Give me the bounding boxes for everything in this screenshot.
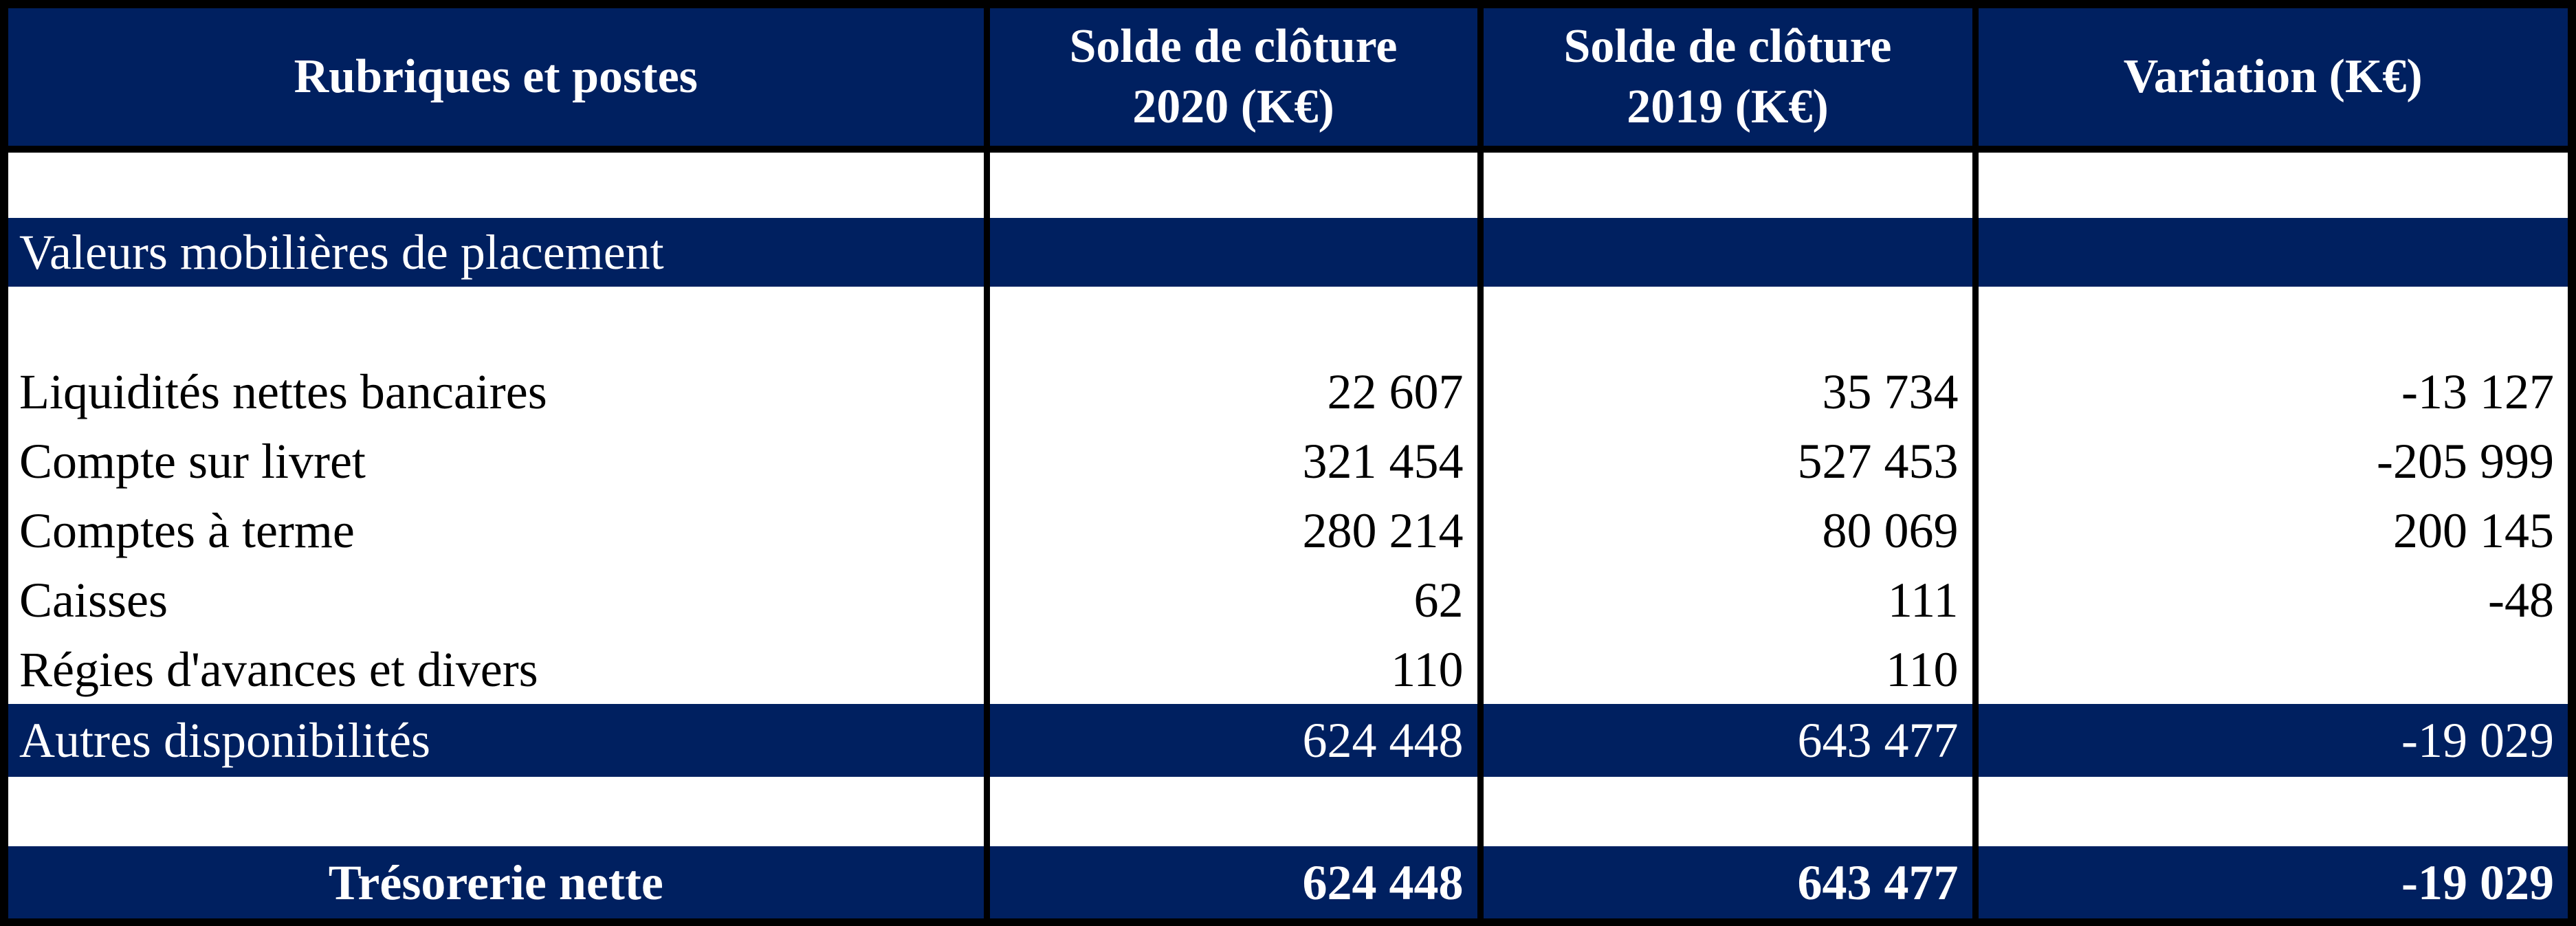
spacer-row [8,149,2568,218]
treasury-table: Rubriques et postes Solde de clôture 202… [8,8,2568,918]
row-label-cell: Liquidités nettes bancaires [8,357,990,426]
variation-cell [1975,635,2568,704]
value-2019-cell: 527 453 [1480,426,1979,496]
row-liquidites-nettes-bancaires: Liquidités nettes bancaires 22 607 35 73… [8,357,2568,426]
variation-cell: -48 [2488,572,2554,628]
value-2019-cell: 643 477 [1480,704,1979,777]
row-valeurs-mobilieres: Valeurs mobilières de placement [8,218,2568,287]
value-2020-cell [987,218,1484,287]
value-2020-cell: 624 448 [987,846,1484,918]
value-2019-cell: 80 069 [1480,496,1979,565]
blank-cell [1975,149,2568,218]
value-2020-cell: 22 607 [987,357,1484,426]
spacer-row [8,777,2568,846]
blank-cell [1480,777,1979,846]
column-header-solde-2020: Solde de clôture 2020 (K€) [987,8,1484,153]
value-2020-cell: 321 454 [987,426,1484,496]
row-compte-sur-livret: Compte sur livret 321 454 527 453 -205 9… [8,426,2568,496]
row-autres-disponibilites: Autres disponibilités 624 448 643 477 -1… [8,704,2568,777]
blank-cell [8,287,990,357]
variation-cell: -19 029 [1975,704,2568,777]
value-2020-cell: 624 448 [987,704,1484,777]
value-2019-cell: 643 477 [1480,846,1979,918]
row-label-cell: Autres disponibilités [8,704,990,777]
variation-cell: 200 145 [2393,503,2554,558]
row-label-cell: Comptes à terme [8,496,990,565]
row-tresorerie-nette: Trésorerie nette 624 448 643 477 -19 029 [8,846,2568,918]
header-row: Rubriques et postes Solde de clôture 202… [8,8,2568,153]
blank-cell [1975,287,2568,357]
blank-cell [987,149,1484,218]
blank-cell [1975,777,2568,846]
row-label-cell: Valeurs mobilières de placement [8,218,990,287]
value-2020-cell: 280 214 [987,496,1484,565]
blank-cell [8,777,990,846]
row-label-cell: Trésorerie nette [8,846,990,918]
value-2019-cell: 111 [1480,565,1979,635]
value-2020-cell: 62 [987,565,1484,635]
blank-cell [1480,149,1979,218]
column-header-solde-2019: Solde de clôture 2019 (K€) [1480,8,1979,153]
value-2020-cell: 110 [987,635,1484,704]
column-header-variation: Variation (K€) [1975,8,2568,153]
variation-cell: -205 999 [2377,433,2554,489]
row-regies-avances-divers: Régies d'avances et divers 110 110 [8,635,2568,704]
blank-cell [1480,287,1979,357]
variation-cell: -19 029 [1975,846,2568,918]
variation-cell: -13 127 [2401,364,2554,419]
value-2019-cell: 110 [1480,635,1979,704]
row-label-cell: Régies d'avances et divers [8,635,990,704]
value-2019-cell [1480,218,1979,287]
row-label-cell: Compte sur livret [8,426,990,496]
column-header-rubriques: Rubriques et postes [8,8,990,153]
blank-cell [8,149,990,218]
row-caisses: Caisses 62 111 -48 [8,565,2568,635]
row-label-cell: Caisses [8,565,990,635]
spacer-row [8,287,2568,357]
row-comptes-a-terme: Comptes à terme 280 214 80 069 200 145 [8,496,2568,565]
blank-cell [987,287,1484,357]
value-2019-cell: 35 734 [1480,357,1979,426]
variation-cell [1975,218,2568,287]
blank-cell [987,777,1484,846]
